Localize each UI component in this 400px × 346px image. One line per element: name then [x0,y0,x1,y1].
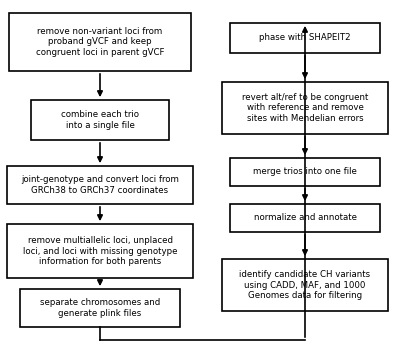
Bar [230,158,380,186]
Bar [230,204,380,232]
Bar [7,224,193,278]
Text: merge trios into one file: merge trios into one file [253,167,357,176]
Bar [222,82,388,134]
Text: separate chromosomes and
generate plink files: separate chromosomes and generate plink … [40,298,160,318]
Text: remove multiallelic loci, unplaced
loci, and loci with missing genotype
informat: remove multiallelic loci, unplaced loci,… [23,236,177,266]
Bar [230,23,380,53]
Text: identify candidate CH variants
using CADD, MAF, and 1000
Genomes data for filter: identify candidate CH variants using CAD… [240,270,370,300]
Bar [31,100,169,140]
Text: joint-genotype and convert loci from
GRCh38 to GRCh37 coordinates: joint-genotype and convert loci from GRC… [21,175,179,195]
Text: phase with SHAPEIT2: phase with SHAPEIT2 [259,34,351,43]
Text: revert alt/ref to be congruent
with reference and remove
sites with Mendelian er: revert alt/ref to be congruent with refe… [242,93,368,123]
Bar [20,289,180,327]
Text: remove non-variant loci from
proband gVCF and keep
congruent loci in parent gVCF: remove non-variant loci from proband gVC… [36,27,164,57]
Text: combine each trio
into a single file: combine each trio into a single file [61,110,139,130]
Text: normalize and annotate: normalize and annotate [254,213,356,222]
Bar [222,259,388,311]
Bar [9,13,191,71]
Bar [7,166,193,204]
